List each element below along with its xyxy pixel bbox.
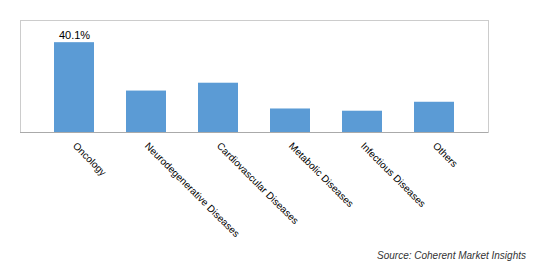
svg-text:Oncology: Oncology	[71, 140, 109, 178]
html-text:Source: Coherent Market Insigh: Source: Coherent Market Insights	[377, 250, 526, 261]
svg-text:Others: Others	[431, 140, 460, 169]
svg-text:Cardiovascular Diseases: Cardiovascular Diseases	[215, 140, 301, 226]
svg-text:40.1%: 40.1%	[59, 29, 90, 41]
svg-text:Infectious Diseases: Infectious Diseases	[359, 140, 428, 209]
svg-text:Neurodegenerative Diseases: Neurodegenerative Diseases	[142, 140, 242, 240]
svg-text:Metabolic Diseases: Metabolic Diseases	[287, 140, 356, 209]
